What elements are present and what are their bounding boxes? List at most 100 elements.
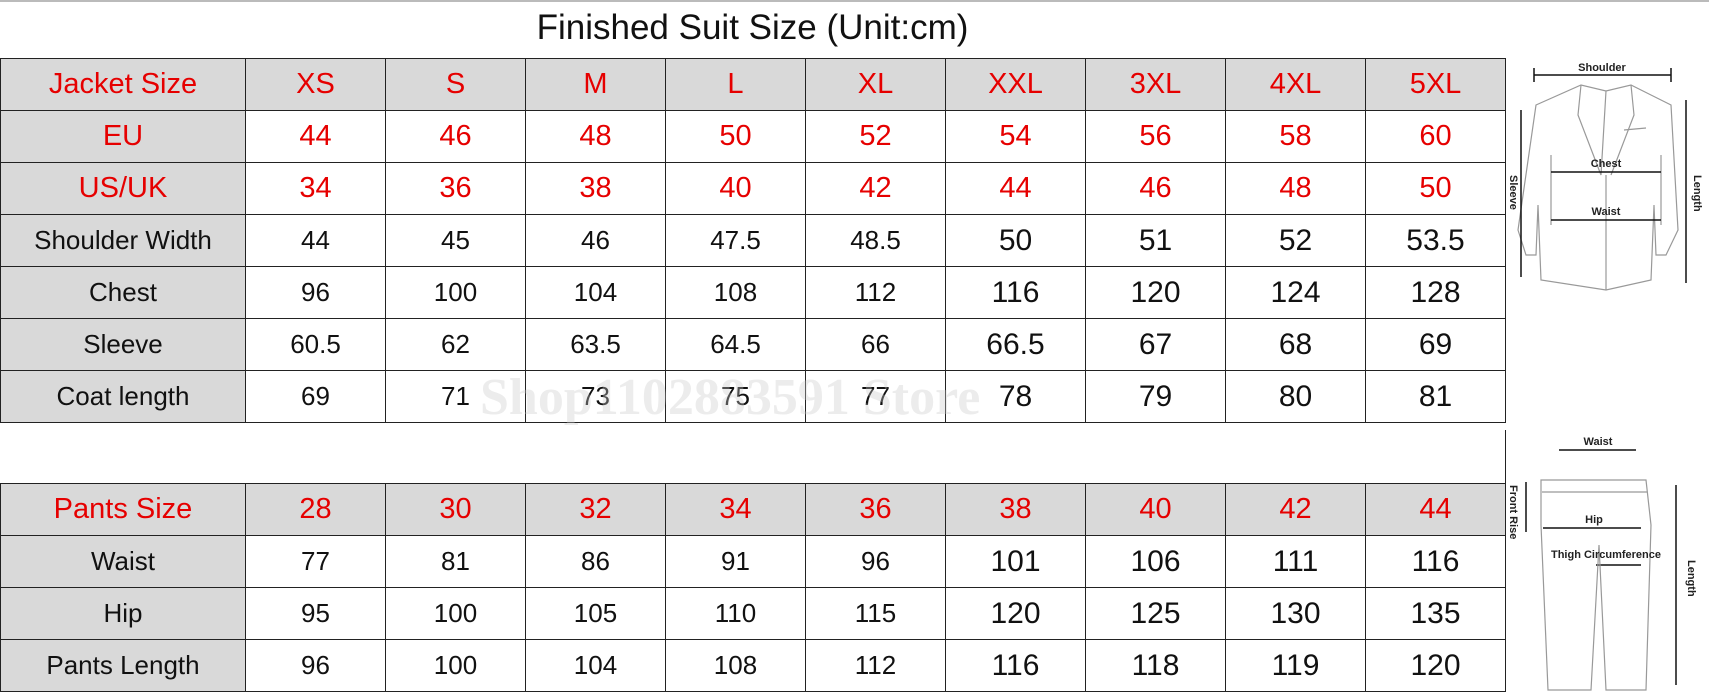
table-cell: 47.5: [665, 214, 806, 267]
table-row: US/UK 34 36 38 40 42 44 46 48 50: [0, 162, 1506, 215]
table-cell: 52: [1225, 214, 1366, 267]
table-cell: 115: [805, 587, 946, 640]
table-cell: 44: [245, 110, 386, 163]
table-cell: 108: [665, 639, 806, 692]
table-cell: 101: [945, 535, 1086, 588]
size-header: S: [385, 58, 526, 111]
table-cell: 46: [1085, 162, 1226, 215]
table-cell: 104: [525, 639, 666, 692]
table-row: Sleeve 60.5 62 63.5 64.5 66 66.5 67 68 69: [0, 318, 1506, 371]
size-header: 4XL: [1225, 58, 1366, 111]
row-label: Waist: [0, 535, 246, 588]
table-cell: 96: [245, 639, 386, 692]
size-header: 40: [1085, 483, 1226, 536]
table-cell: 73: [525, 370, 666, 423]
table-cell: 120: [1365, 639, 1506, 692]
suit-measurement-diagram: Shoulder Chest Waist Sleeve Length Waist…: [1507, 62, 1703, 691]
table-cell: 68: [1225, 318, 1366, 371]
table-cell: 38: [525, 162, 666, 215]
row-label: Hip: [0, 587, 246, 640]
table-cell: 45: [385, 214, 526, 267]
table-cell: 100: [385, 587, 526, 640]
table-gap: [0, 430, 1506, 483]
row-label: US/UK: [0, 162, 246, 215]
table-cell: 75: [665, 370, 806, 423]
jacket-illustration: [1517, 84, 1679, 291]
table-cell: 95: [245, 587, 386, 640]
table-cell: 63.5: [525, 318, 666, 371]
table-cell: 135: [1365, 587, 1506, 640]
jacket-size-table: Jacket Size XS S M L XL XXL 3XL 4XL 5XL EU 44 46 48 50…: [0, 58, 1506, 423]
table-row: Shoulder Width 44 45 46 47.5 48.5 50 51 52 53.5: [0, 214, 1506, 267]
table-cell: 46: [385, 110, 526, 163]
jacket-arrows: [1520, 68, 1687, 685]
table-cell: 96: [245, 266, 386, 319]
table-cell: 112: [805, 639, 946, 692]
table-cell: 62: [385, 318, 526, 371]
table-cell: 66: [805, 318, 946, 371]
size-header: 28: [245, 483, 386, 536]
table-cell: 52: [805, 110, 946, 163]
size-header: 30: [385, 483, 526, 536]
pants-illustration: [1540, 479, 1652, 691]
table-cell: 119: [1225, 639, 1366, 692]
table-row: Chest 96 100 104 108 112 116 120 124 128: [0, 266, 1506, 319]
row-label: Sleeve: [0, 318, 246, 371]
table-cell: 77: [805, 370, 946, 423]
size-header: L: [665, 58, 806, 111]
table-cell: 69: [1365, 318, 1506, 371]
table-cell: 58: [1225, 110, 1366, 163]
table-cell: 80: [1225, 370, 1366, 423]
jacket-waist-label: Waist: [1592, 206, 1621, 218]
table-cell: 66.5: [945, 318, 1086, 371]
table-cell: 120: [1085, 266, 1226, 319]
table-cell: 106: [1085, 535, 1226, 588]
row-label: Chest: [0, 266, 246, 319]
header-label: Jacket Size: [0, 58, 246, 111]
table-cell: 108: [665, 266, 806, 319]
table-row: Pants Length 96 100 104 108 112 116 118 119 120: [0, 639, 1506, 692]
table-cell: 96: [805, 535, 946, 588]
table-row: Coat length 69 71 73 75 77 78 79 80 81: [0, 370, 1506, 423]
size-header: 44: [1365, 483, 1506, 536]
table-cell: 91: [665, 535, 806, 588]
table-cell: 112: [805, 266, 946, 319]
table-cell: 130: [1225, 587, 1366, 640]
table-cell: 125: [1085, 587, 1226, 640]
table-cell: 71: [385, 370, 526, 423]
table-cell: 79: [1085, 370, 1226, 423]
size-header: M: [525, 58, 666, 111]
size-header: XS: [245, 58, 386, 111]
table-cell: 46: [525, 214, 666, 267]
table-cell: 53.5: [1365, 214, 1506, 267]
table-cell: 104: [525, 266, 666, 319]
table-row: EU 44 46 48 50 52 54 56 58 60: [0, 110, 1506, 163]
table-cell: 44: [245, 214, 386, 267]
pants-waist-label: Waist: [1584, 436, 1613, 448]
table-cell: 100: [385, 639, 526, 692]
table-cell: 111: [1225, 535, 1366, 588]
table-cell: 48: [1225, 162, 1366, 215]
header-row: Pants Size 28 30 32 34 36 38 40 42 44: [0, 483, 1506, 536]
table-row: Hip 95 100 105 110 115 120 125 130 135: [0, 587, 1506, 640]
table-cell: 60: [1365, 110, 1506, 163]
chest-label: Chest: [1591, 158, 1622, 170]
table-cell: 40: [665, 162, 806, 215]
front-rise-label: Front Rise: [1507, 485, 1519, 539]
table-cell: 50: [665, 110, 806, 163]
size-header: 5XL: [1365, 58, 1506, 111]
table-cell: 116: [945, 639, 1086, 692]
table-cell: 110: [665, 587, 806, 640]
hip-label: Hip: [1585, 514, 1603, 526]
table-cell: 44: [945, 162, 1086, 215]
table-cell: 48.5: [805, 214, 946, 267]
size-header: 32: [525, 483, 666, 536]
table-cell: 67: [1085, 318, 1226, 371]
row-label: Shoulder Width: [0, 214, 246, 267]
size-header: 38: [945, 483, 1086, 536]
pants-length-label: Length: [1685, 560, 1697, 597]
table-cell: 118: [1085, 639, 1226, 692]
table-cell: 128: [1365, 266, 1506, 319]
shoulder-label: Shoulder: [1578, 62, 1626, 74]
table-cell: 116: [945, 266, 1086, 319]
